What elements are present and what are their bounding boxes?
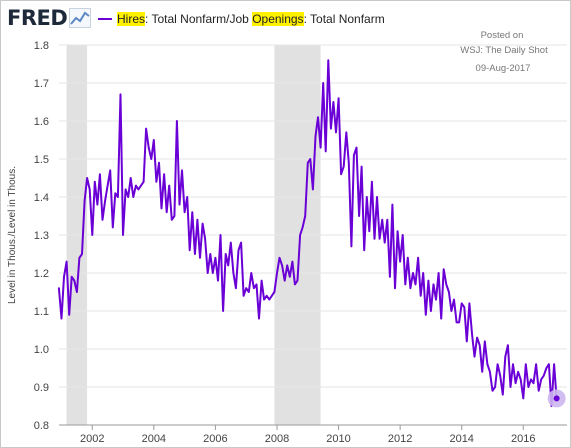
x-tick-label: 2004 (142, 433, 166, 445)
last-point-dot (553, 395, 560, 402)
x-tick-label: 2008 (265, 433, 289, 445)
legend-hires-label: Hires (117, 12, 146, 26)
x-tick-label: 2012 (388, 433, 412, 445)
y-tick-label: 0.9 (34, 382, 49, 394)
annotation-line-3: 09-Aug-2017 (476, 63, 531, 74)
chart-header: FRED Hires: Total Nonfarm/Job Openings: … (1, 1, 570, 33)
legend-sep-2: : Total Nonfarm (303, 12, 385, 26)
x-tick-label: 2002 (80, 433, 104, 445)
y-tick-label: 1.7 (34, 78, 49, 90)
legend-openings-label: Openings (252, 12, 304, 26)
annotation-line-1: Posted on (481, 30, 524, 41)
fred-logo[interactable]: FRED (7, 6, 68, 30)
y-tick-label: 1.0 (34, 344, 49, 356)
y-tick-label: 1.2 (34, 268, 49, 280)
y-tick-label: 1.8 (34, 40, 49, 52)
legend-sep-1: : Total Nonfarm/Job (145, 12, 253, 26)
x-tick-label: 2010 (326, 433, 350, 445)
y-tick-label: 1.6 (34, 116, 49, 128)
x-tick-label: 2014 (449, 433, 473, 445)
axes (59, 424, 567, 430)
y-tick-label: 0.8 (34, 420, 49, 432)
last-point-marker (547, 389, 566, 408)
y-tick-label: 1.5 (34, 154, 49, 166)
x-tick-label: 2006 (203, 433, 227, 445)
posted-annotation: Posted on WSJ: The Daily Shot 09-Aug-201… (460, 30, 548, 74)
x-tick-label: 2016 (511, 433, 535, 445)
y-axis-title: Level in Thous./Level in Thous. (7, 166, 18, 304)
annotation-line-2: WSJ: The Daily Shot (460, 45, 548, 56)
y-tick-label: 1.1 (34, 306, 49, 318)
axis-labels: 0.8 0.9 1.0 1.1 1.2 1.3 1.4 1.5 1.6 1.7 1.8 2002 200… (7, 40, 536, 445)
legend-line-swatch (98, 17, 112, 20)
fred-logo-graph-icon (69, 8, 91, 28)
y-tick-label: 1.3 (34, 230, 49, 242)
chart-legend: Hires: Total Nonfarm/Job Openings: Total… (98, 12, 385, 26)
y-tick-label: 1.4 (34, 192, 49, 204)
series-line-hires-openings[interactable] (57, 59, 558, 407)
